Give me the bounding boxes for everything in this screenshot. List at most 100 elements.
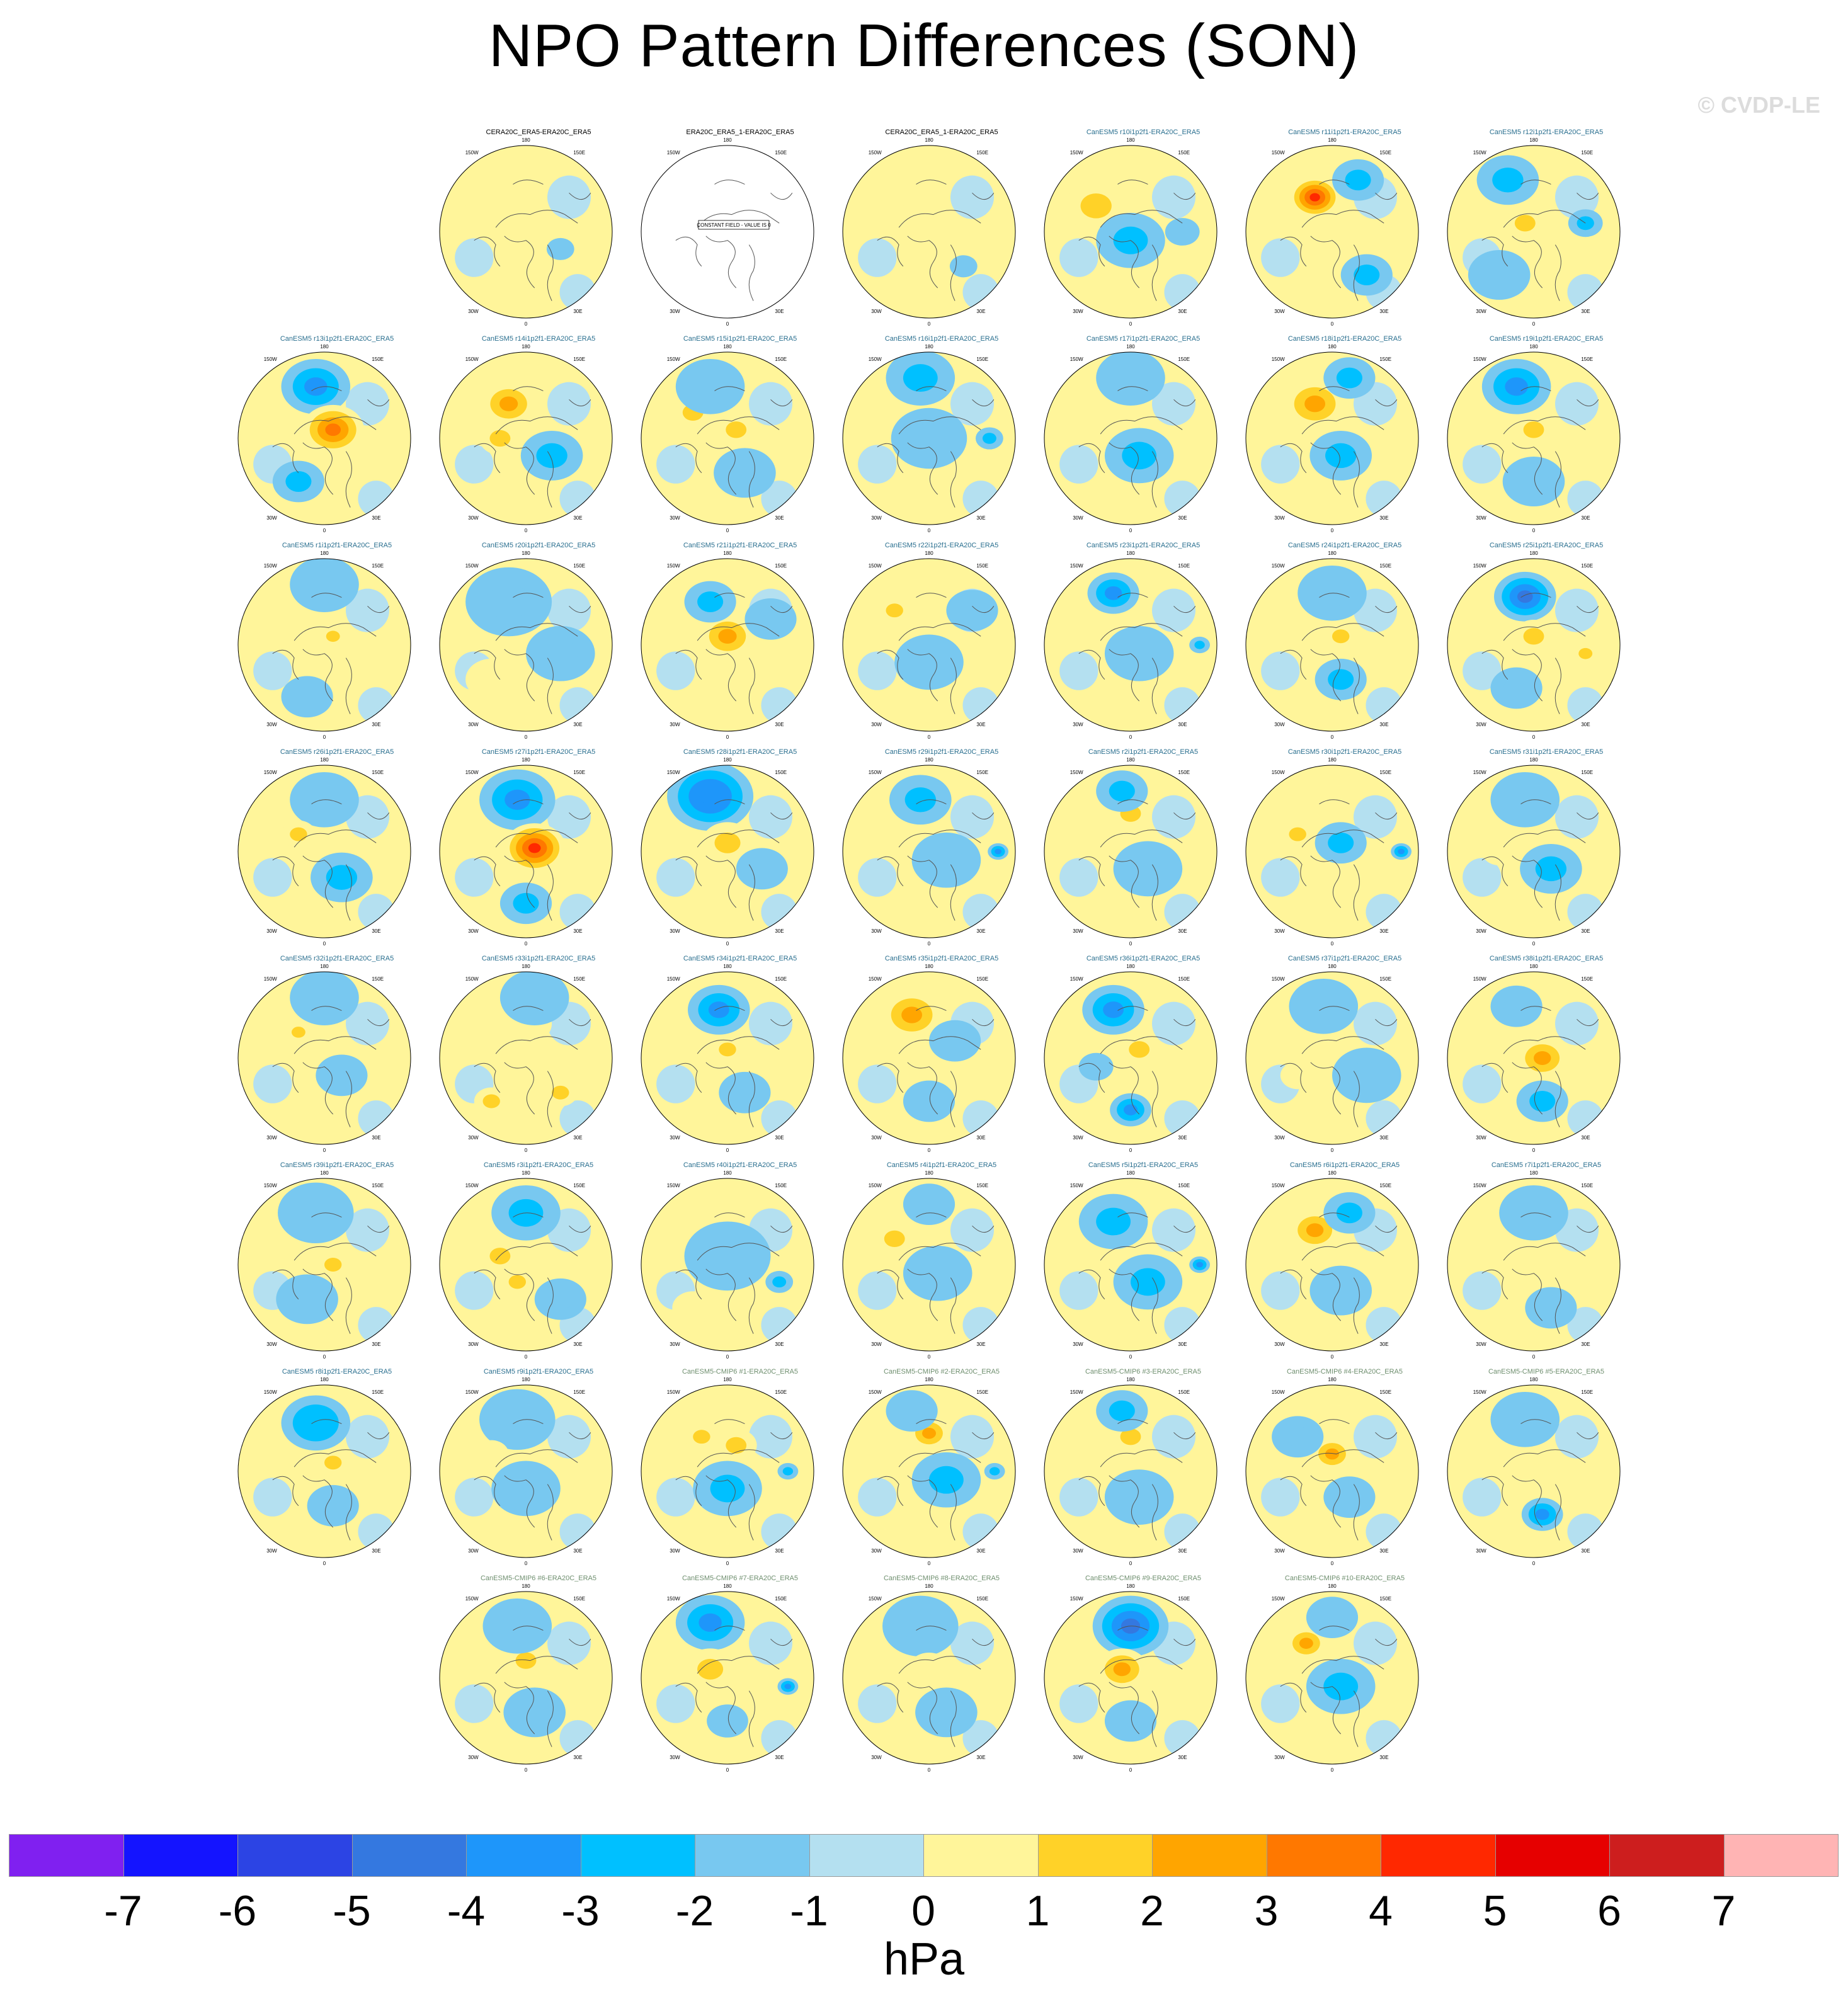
map-border <box>842 558 1016 732</box>
field-patch <box>1261 651 1300 690</box>
field-patch <box>253 1478 292 1517</box>
polar-map: 180150W150E120W120E90W90E60W60E30W30E0 <box>1245 137 1419 326</box>
longitude-label: 30W <box>468 515 479 521</box>
negative-anomaly <box>547 1289 574 1310</box>
longitude-label: 150E <box>573 1183 585 1188</box>
coastline <box>302 1268 334 1321</box>
positive-anomaly <box>1578 647 1593 659</box>
field-patch <box>656 651 695 690</box>
coastline <box>504 1475 535 1528</box>
longitude-label: 150W <box>264 563 277 569</box>
negative-anomaly <box>1109 780 1135 802</box>
panel-title: CanESM5 r19i1p2f1-ERA20C_ERA5 <box>1489 335 1604 343</box>
longitude-label: 150W <box>1272 770 1285 775</box>
field-patch <box>1164 1720 1201 1757</box>
positive-anomaly <box>726 1437 747 1454</box>
map-panel: CanESM5 r32i1p2f1-ERA20C_ERA5 180 150W 150E… <box>236 955 438 1163</box>
coastline <box>697 1656 780 1674</box>
coastline <box>311 1006 342 1011</box>
longitude-label: 150E <box>775 150 787 156</box>
longitude-label: 30E <box>372 722 380 727</box>
coastline <box>972 812 995 820</box>
negative-anomaly <box>543 639 578 668</box>
polar-map: 180150W150E120W120E90W90E60W60E30W30E0 <box>1044 1377 1218 1566</box>
longitude-label: 30W <box>1073 1548 1083 1554</box>
longitude-label: 0 <box>726 528 729 533</box>
negative-anomaly <box>508 1474 544 1503</box>
longitude-label: 30E <box>1581 1342 1590 1347</box>
coastline <box>972 1432 995 1440</box>
coastline <box>1353 1690 1360 1747</box>
polar-map: 180150W150E120W120E90W90E60W60E30W30E0 <box>641 1170 814 1359</box>
longitude-label: 180 <box>320 964 329 969</box>
negative-anomaly <box>1518 469 1549 494</box>
longitude-label: 150W <box>1473 770 1486 775</box>
polar-map: 180150W150E120W120E90W90E60W60E30W30E0 <box>439 757 613 946</box>
panel-title: CanESM5 r25i1p2f1-ERA20C_ERA5 <box>1489 542 1604 549</box>
field-patch <box>455 238 494 277</box>
field-patch <box>1164 687 1201 724</box>
polar-map: 180150W150E120W120E90W90E60W60E30W30E0 <box>1245 550 1419 739</box>
positive-anomaly <box>1129 1041 1150 1058</box>
longitude-label: 30E <box>372 928 380 934</box>
coastline <box>294 1243 377 1261</box>
coastline <box>474 1269 501 1300</box>
longitude-label: 0 <box>1129 321 1132 326</box>
coastline <box>311 593 342 598</box>
longitude-label: 150W <box>667 150 680 156</box>
polar-map: 180150W150E120W120E90W90E60W60E30W30E0 <box>1044 757 1218 946</box>
negative-anomaly <box>281 676 333 718</box>
coastline <box>972 605 995 613</box>
panel-title: CanESM5 r38i1p2f1-ERA20C_ERA5 <box>1489 955 1604 962</box>
coastline <box>916 799 947 805</box>
colorbar-swatch <box>809 1834 924 1877</box>
coastline <box>748 1690 755 1747</box>
colorbar <box>9 1834 1839 1878</box>
coastline <box>1151 864 1158 921</box>
map-panel: CanESM5 r3i1p2f1-ERA20C_ERA5180150W150E1… <box>438 1161 639 1369</box>
coastline <box>367 1432 390 1440</box>
longitude-label: 30W <box>468 309 479 314</box>
field-patch <box>1059 445 1098 484</box>
longitude-label: 30E <box>1581 1548 1590 1554</box>
field-patch <box>547 175 591 219</box>
coastline <box>1577 1432 1599 1440</box>
field-patch <box>858 1684 897 1723</box>
longitude-label: 0 <box>1331 1561 1334 1566</box>
positive-anomaly <box>1481 838 1517 865</box>
longitude-label: 180 <box>723 1170 732 1176</box>
polar-map: 180150W150E120W120E90W90E60W60E30W30E0 <box>237 344 411 533</box>
coastline <box>907 649 938 702</box>
coastline <box>302 855 334 908</box>
coastline <box>513 1626 544 1631</box>
coastline <box>1117 593 1148 598</box>
field-patch <box>950 1415 995 1459</box>
coastline <box>1503 1449 1586 1467</box>
coastline <box>495 416 578 435</box>
panel-title: CanESM5 r30i1p2f1-ERA20C_ERA5 <box>1287 748 1402 756</box>
polar-map: 180150W150E120W120E90W90E60W60E30W30E0 <box>1044 137 1218 326</box>
coastline <box>950 244 957 301</box>
map-panel: CanESM5 r34i1p2f1-ERA20C_ERA5 180 150W 150E… <box>639 955 841 1163</box>
positive-anomaly <box>718 629 737 644</box>
negative-anomaly <box>1117 1711 1144 1731</box>
coastline <box>714 593 745 598</box>
negative-anomaly <box>297 1197 335 1228</box>
longitude-label: 150W <box>667 976 680 982</box>
positive-anomaly <box>1523 421 1544 438</box>
longitude-label: 150E <box>1581 770 1593 775</box>
coastline <box>547 1277 554 1334</box>
panel-title: CanESM5 r5i1p2f1-ERA20C_ERA5 <box>1088 1161 1199 1169</box>
coastline <box>513 593 544 598</box>
longitude-label: 150W <box>1070 976 1083 982</box>
colorbar-swatch <box>9 1834 124 1877</box>
colorbar-swatch <box>351 1834 467 1877</box>
longitude-label: 150W <box>1272 1183 1285 1188</box>
coastline <box>950 451 957 508</box>
longitude-label: 150E <box>372 1183 384 1188</box>
longitude-label: 150W <box>1070 356 1083 362</box>
negative-anomaly <box>1354 265 1380 285</box>
longitude-label: 0 <box>1129 941 1132 946</box>
negative-anomaly <box>320 1495 346 1517</box>
longitude-label: 180 <box>320 550 329 556</box>
